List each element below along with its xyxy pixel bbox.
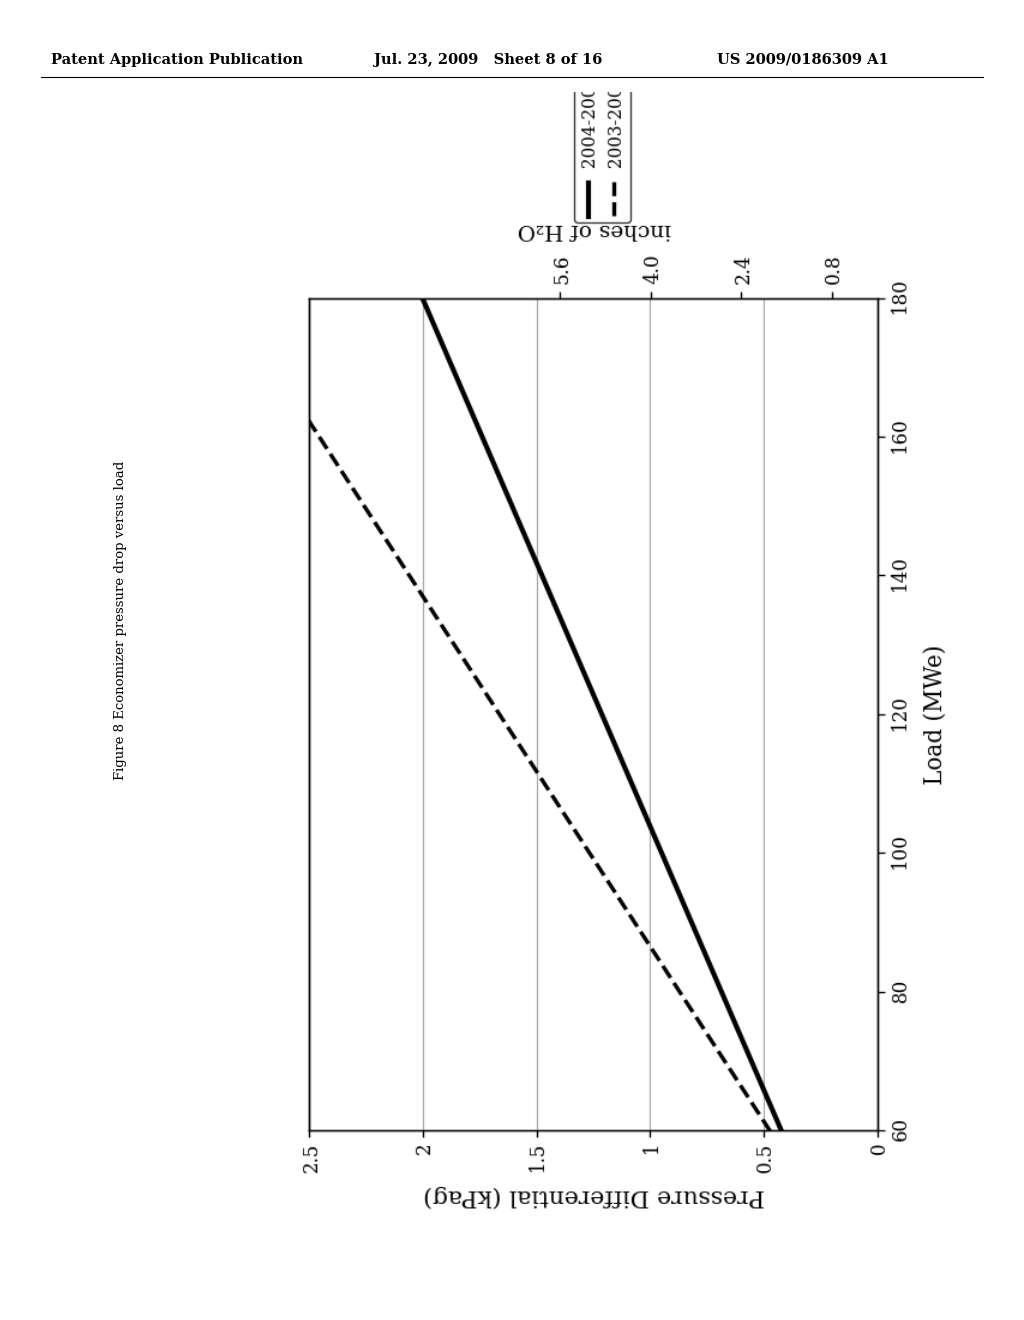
Text: Patent Application Publication: Patent Application Publication [51,53,303,67]
Text: Figure 8 Economizer pressure drop versus load: Figure 8 Economizer pressure drop versus… [115,461,127,780]
Text: US 2009/0186309 A1: US 2009/0186309 A1 [717,53,889,67]
Text: Jul. 23, 2009   Sheet 8 of 16: Jul. 23, 2009 Sheet 8 of 16 [374,53,602,67]
